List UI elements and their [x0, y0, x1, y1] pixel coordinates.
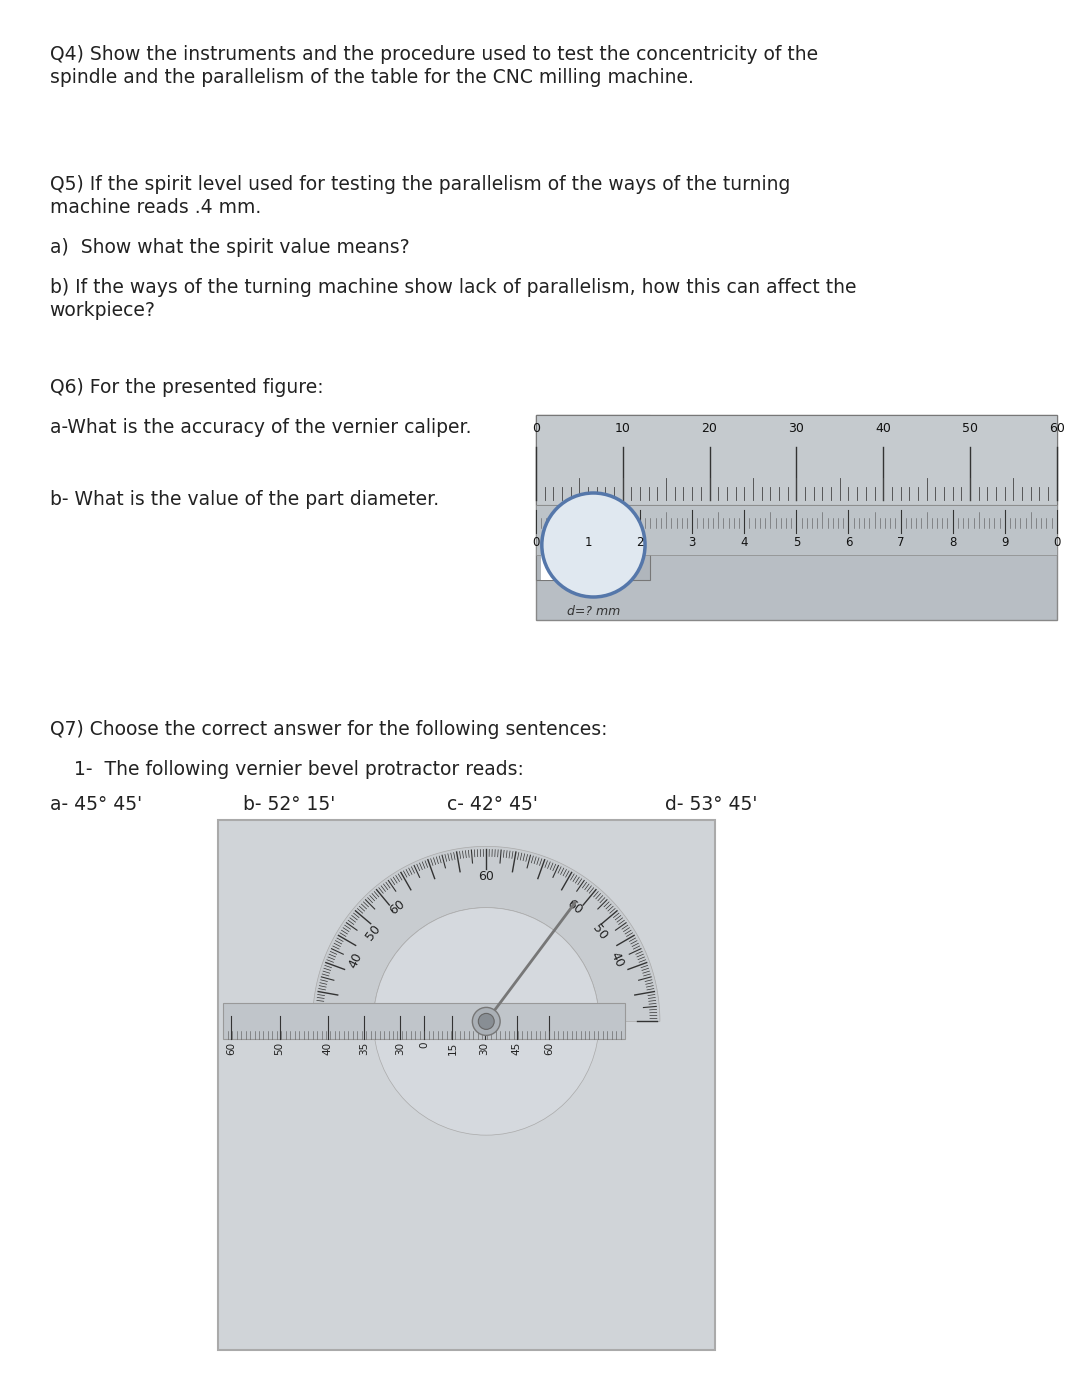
- Bar: [536, 415, 1057, 620]
- Text: 9: 9: [1001, 536, 1009, 549]
- Text: b) If the ways of the turning machine show lack of parallelism, how this can aff: b) If the ways of the turning machine sh…: [50, 279, 856, 297]
- Text: 60: 60: [1049, 422, 1065, 435]
- Text: 35: 35: [359, 1042, 369, 1055]
- Bar: [536, 506, 1057, 554]
- Text: 1-  The following vernier bevel protractor reads:: 1- The following vernier bevel protracto…: [50, 761, 524, 779]
- Text: workpiece?: workpiece?: [50, 301, 156, 320]
- Text: 6: 6: [845, 536, 852, 549]
- Text: 60: 60: [478, 869, 495, 883]
- Text: 0: 0: [419, 1042, 429, 1048]
- Bar: [224, 1003, 625, 1039]
- Bar: [541, 554, 625, 579]
- Text: 8: 8: [949, 536, 957, 549]
- Text: 30: 30: [395, 1042, 405, 1055]
- Circle shape: [478, 1013, 495, 1029]
- Text: 0: 0: [1053, 536, 1061, 549]
- Bar: [536, 415, 1057, 506]
- Text: d- 53° 45': d- 53° 45': [665, 795, 757, 814]
- Text: 2: 2: [636, 536, 644, 549]
- Text: 10: 10: [615, 422, 631, 435]
- Text: 0: 0: [532, 536, 540, 549]
- Bar: [218, 820, 715, 1350]
- Circle shape: [542, 493, 645, 598]
- Text: 50: 50: [962, 422, 978, 435]
- Text: 3: 3: [688, 536, 696, 549]
- Text: 60: 60: [227, 1042, 237, 1055]
- Text: b- 52° 15': b- 52° 15': [243, 795, 336, 814]
- Text: 0: 0: [531, 422, 540, 435]
- Text: 30: 30: [788, 422, 805, 435]
- Text: 5: 5: [793, 536, 800, 549]
- Text: 15: 15: [447, 1042, 457, 1055]
- Text: a-What is the accuracy of the vernier caliper.: a-What is the accuracy of the vernier ca…: [50, 418, 471, 437]
- Text: 50: 50: [363, 922, 383, 943]
- Polygon shape: [312, 847, 660, 1021]
- Text: spindle and the parallelism of the table for the CNC milling machine.: spindle and the parallelism of the table…: [50, 68, 693, 86]
- Text: a- 45° 45': a- 45° 45': [50, 795, 141, 814]
- Text: 45: 45: [512, 1042, 522, 1055]
- Text: Q4) Show the instruments and the procedure used to test the concentricity of the: Q4) Show the instruments and the procedu…: [50, 45, 818, 64]
- Text: 60: 60: [388, 897, 408, 917]
- Text: 30: 30: [480, 1042, 489, 1055]
- Text: c- 42° 45': c- 42° 45': [446, 795, 538, 814]
- Circle shape: [374, 908, 599, 1135]
- Text: Q5) If the spirit level used for testing the parallelism of the ways of the turn: Q5) If the spirit level used for testing…: [50, 176, 789, 194]
- Text: 20: 20: [702, 422, 717, 435]
- Text: 40: 40: [347, 950, 365, 970]
- Text: 1: 1: [584, 536, 592, 549]
- Text: 50: 50: [590, 922, 610, 943]
- Text: b- What is the value of the part diameter.: b- What is the value of the part diamete…: [50, 490, 438, 508]
- Text: 50: 50: [274, 1042, 284, 1055]
- Text: a)  Show what the spirit value means?: a) Show what the spirit value means?: [50, 238, 409, 256]
- Text: 60: 60: [565, 897, 585, 917]
- Text: 60: 60: [544, 1042, 554, 1055]
- Text: d=? mm: d=? mm: [567, 605, 620, 618]
- Text: 4: 4: [741, 536, 748, 549]
- Text: 40: 40: [607, 950, 626, 970]
- Bar: [536, 415, 650, 579]
- Circle shape: [472, 1007, 500, 1035]
- Text: 40: 40: [323, 1042, 333, 1055]
- Text: machine reads .4 mm.: machine reads .4 mm.: [50, 198, 261, 217]
- Text: Q6) For the presented figure:: Q6) For the presented figure:: [50, 378, 323, 397]
- Text: 7: 7: [896, 536, 904, 549]
- Text: 40: 40: [875, 422, 891, 435]
- Text: Q7) Choose the correct answer for the following sentences:: Q7) Choose the correct answer for the fo…: [50, 720, 607, 740]
